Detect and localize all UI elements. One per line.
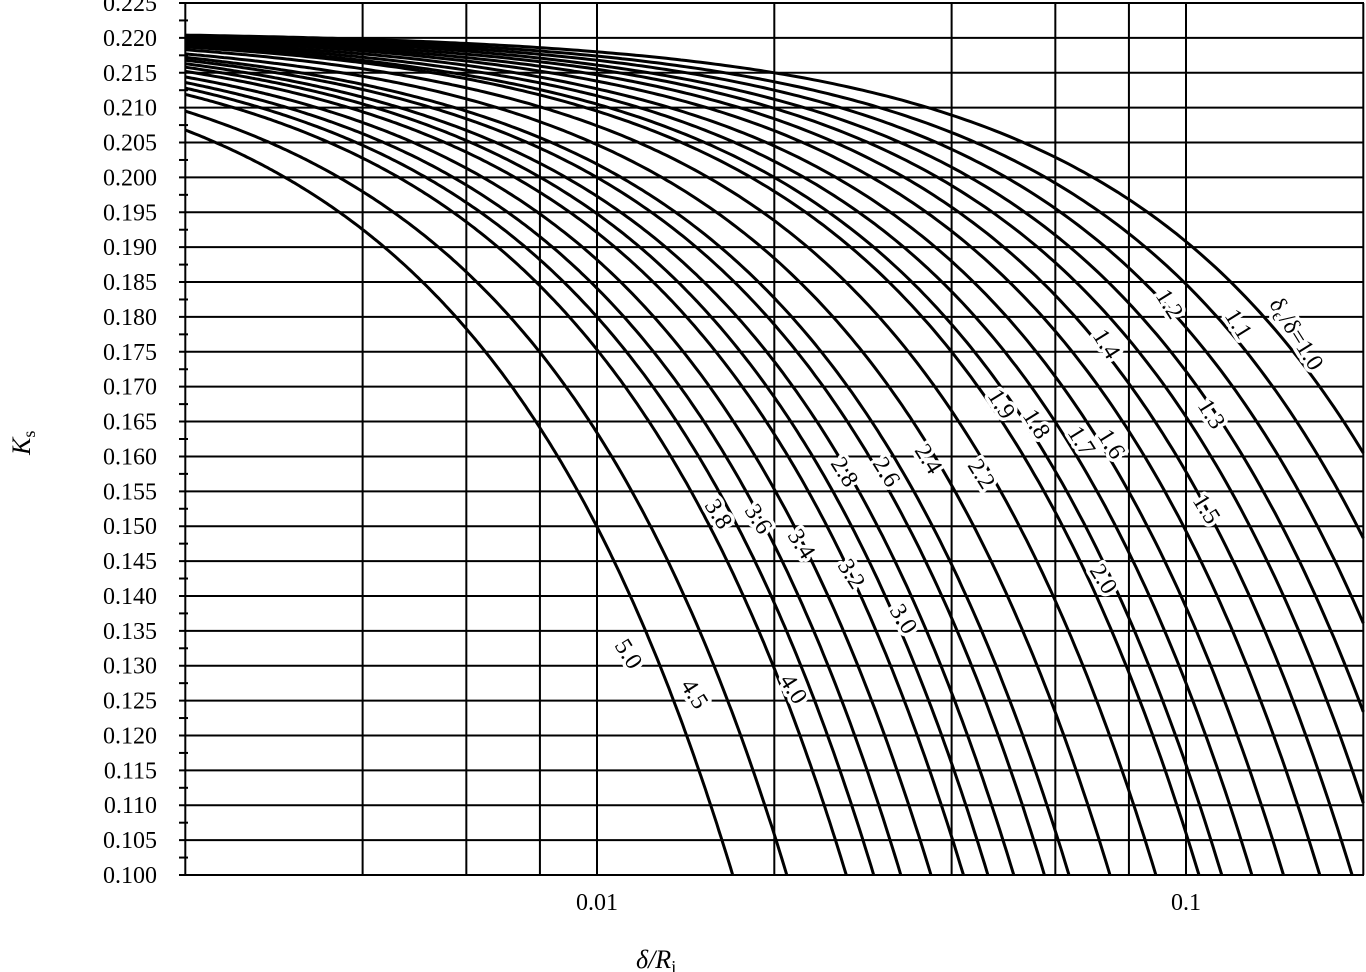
- y-tick-label: 0.115: [104, 758, 157, 784]
- curve-1.9: [185, 44, 1224, 876]
- curve-label: 1.5: [1187, 490, 1225, 529]
- curve-4.5: [184, 109, 789, 876]
- curve-3.8: [184, 86, 876, 876]
- curve-label: 1.7: [1062, 422, 1100, 461]
- y-tick-label: 0.225: [103, 0, 157, 17]
- x-axis-label: δ/Ri: [636, 945, 676, 972]
- curve-2.8: [185, 62, 1016, 876]
- y-tick-label: 0.180: [103, 305, 157, 331]
- curve-label: δe/δ=1.0: [1262, 293, 1328, 376]
- y-tick-label: 0.185: [103, 270, 157, 296]
- curve-1.3: [185, 36, 1365, 713]
- y-tick-label: 0.165: [103, 410, 157, 436]
- gridlines: [179, 2, 1365, 876]
- y-tick-label: 0.210: [103, 96, 157, 122]
- curve-label: 5.0: [609, 635, 647, 674]
- curve-label: 2.2: [962, 455, 1000, 494]
- y-tick-label: 0.150: [103, 514, 157, 540]
- curve-1.0: [185, 33, 1365, 454]
- curves: [184, 33, 1365, 876]
- y-tick-label: 0.195: [103, 200, 157, 226]
- curve-1.2: [185, 35, 1365, 624]
- curve-2.2: [185, 48, 1158, 876]
- curve-1.1: [185, 34, 1365, 539]
- curve-2.0: [185, 45, 1201, 876]
- x-axis-ticks: 0.01 0.1: [576, 890, 1201, 916]
- y-tick-label: 0.200: [103, 165, 157, 191]
- curve-1.4: [185, 37, 1365, 804]
- curve-labels: δe/δ=1.01.11.21.31.41.51.61.71.81.92.02.…: [605, 281, 1331, 717]
- curve-1.7: [185, 41, 1285, 876]
- curve-label: 3.4: [782, 525, 820, 564]
- curve-label: 1.1: [1219, 305, 1257, 344]
- y-tick-label: 0.135: [103, 619, 157, 645]
- y-tick-label: 0.170: [103, 375, 157, 401]
- y-tick-label: 0.190: [103, 235, 157, 261]
- y-tick-label: 0.160: [103, 444, 157, 470]
- y-tick-label: 0.140: [103, 584, 157, 610]
- y-tick-label: 0.155: [103, 479, 157, 505]
- y-tick-label: 0.145: [103, 549, 157, 575]
- curve-label: 1.2: [1150, 285, 1188, 324]
- curve-1.6: [185, 39, 1322, 876]
- y-tick-label: 0.125: [103, 689, 157, 715]
- y-tick-label: 0.220: [103, 26, 157, 52]
- y-tick-label: 0.105: [103, 828, 157, 854]
- curve-5.0: [184, 128, 735, 876]
- curve-label: 1.4: [1087, 325, 1125, 364]
- curve-3.4: [185, 75, 933, 876]
- curve-label: 3.6: [739, 500, 777, 539]
- y-tick-label: 0.215: [103, 61, 157, 87]
- y-tick-label: 0.205: [103, 131, 157, 157]
- x-tick-label: 0.1: [1171, 890, 1201, 916]
- y-tick-label: 0.130: [103, 654, 157, 680]
- curve-1.8: [185, 42, 1254, 876]
- y-axis-label: Ks: [7, 431, 39, 456]
- y-axis-ticks: 0.100 0.105 0.110 0.115 0.120 0.125 0.130 0.135…: [103, 0, 188, 889]
- curve-4.0: [184, 92, 848, 876]
- y-tick-label: 0.175: [103, 340, 157, 366]
- curve-2.4: [185, 52, 1112, 876]
- curve-label: 2.4: [909, 440, 947, 479]
- curve-3.6: [185, 81, 903, 876]
- curve-unlabeled: [185, 55, 1071, 876]
- curve-label: 4.5: [675, 675, 713, 714]
- y-tick-label: 0.100: [103, 863, 157, 889]
- curve-label: 3.8: [699, 495, 737, 534]
- y-tick-label: 0.110: [104, 793, 157, 819]
- x-tick-label: 0.01: [576, 890, 618, 916]
- curve-label: 2.6: [867, 453, 905, 492]
- curve-3.0: [185, 65, 990, 876]
- curve-2.6: [185, 58, 1046, 876]
- curve-label: 1.9: [982, 385, 1020, 424]
- curve-3.2: [185, 69, 965, 876]
- curve-1.5: [185, 38, 1354, 876]
- y-tick-label: 0.120: [103, 723, 157, 749]
